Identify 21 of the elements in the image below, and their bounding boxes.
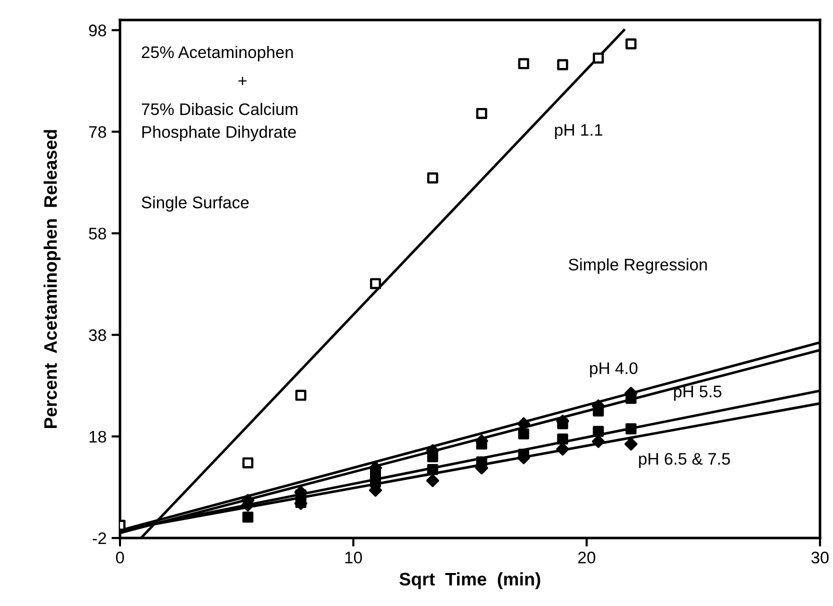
x-tick-label: 0 — [116, 552, 124, 564]
annotation: Single Surface — [142, 196, 249, 212]
annotation: Simple Regression — [568, 258, 707, 274]
x-axis-title: Sqrt Time (min) — [399, 572, 540, 590]
y-tick-label: 38 — [88, 329, 106, 342]
x-tick-label: 10 — [345, 552, 362, 564]
y-tick-label: 78 — [89, 126, 106, 138]
y-tick-label: 98 — [89, 24, 106, 36]
annotation: pH 5.5 — [674, 386, 722, 401]
x-tick-label: 30 — [811, 552, 829, 564]
annotation: pH 1.1 — [555, 124, 602, 140]
y-axis-title: Percent Acetaminophen Released — [44, 130, 60, 428]
x-tick-label: 20 — [578, 552, 596, 564]
y-tick-label: 58 — [88, 228, 106, 240]
annotation: + — [238, 76, 247, 85]
annotation: 75% Dibasic Calcium Phosphate Dihydrate — [142, 102, 298, 142]
annotation: 25% Acetaminophen — [142, 46, 293, 62]
annotation: pH 4.0 — [590, 362, 638, 378]
annotation: pH 6.5 & 7.5 — [639, 452, 730, 468]
y-tick-label: -2 — [92, 532, 106, 544]
y-tick-label: 18 — [90, 430, 106, 443]
